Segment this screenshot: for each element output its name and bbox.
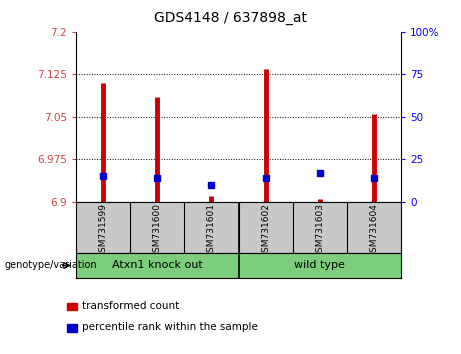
Bar [67, 303, 77, 310]
Text: wild type: wild type [295, 261, 345, 270]
Bar [67, 324, 77, 332]
Text: genotype/variation: genotype/variation [5, 261, 97, 270]
Text: GSM731601: GSM731601 [207, 203, 216, 258]
Text: GSM731603: GSM731603 [315, 203, 325, 258]
Text: GSM731602: GSM731602 [261, 203, 270, 258]
Text: GSM731599: GSM731599 [99, 203, 108, 258]
Text: Atxn1 knock out: Atxn1 knock out [112, 261, 203, 270]
Text: GDS4148 / 637898_at: GDS4148 / 637898_at [154, 11, 307, 25]
Text: GSM731604: GSM731604 [369, 203, 378, 258]
Text: transformed count: transformed count [82, 301, 179, 311]
Text: GSM731600: GSM731600 [153, 203, 162, 258]
Text: percentile rank within the sample: percentile rank within the sample [82, 322, 258, 332]
